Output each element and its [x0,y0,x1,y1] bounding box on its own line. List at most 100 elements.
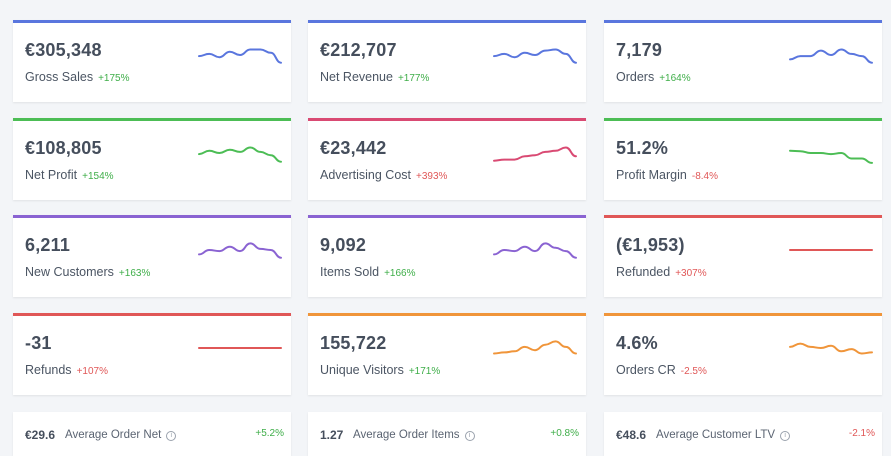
sparkline-chart [198,146,282,163]
kpi-value: €108,805 [25,138,102,158]
kpi-change: +177% [397,73,430,84]
kpi-value: €23,442 [320,138,387,158]
kpi-label: New Customers [25,265,114,279]
kpi-label-row: Orders CR -2.5% [616,363,707,377]
sparkline-chart [789,149,873,164]
kpi-label: Net Revenue [320,70,393,84]
sparkline-chart [493,48,577,64]
kpi-value: (€1,953) [616,235,685,255]
summary-value: €48.6 [616,428,647,442]
sparkline-path [198,242,282,259]
info-icon[interactable]: i [780,431,791,441]
info-icon[interactable]: i [166,431,177,441]
card-accent-bar [13,215,291,218]
summary-card-average-order-items[interactable]: 1.27 Average Order Items i +0.8% [308,412,586,456]
summary-change: +0.8% [550,428,579,439]
kpi-change: +154% [82,171,114,182]
kpi-label-row: Net Revenue +177% [320,70,429,84]
card-accent-bar [308,118,586,121]
card-accent-bar [604,20,882,23]
kpi-label-row: Advertising Cost +393% [320,168,447,182]
summary-label-row: Average Order Net i [65,429,177,441]
kpi-value: 9,092 [320,235,367,255]
kpi-change: +393% [416,171,448,182]
kpi-label-row: Items Sold +166% [320,265,415,279]
card-accent-bar [13,20,291,23]
kpi-label-row: Refunds +107% [25,363,108,377]
kpi-card-net-profit[interactable]: €108,805 Net Profit +154% [13,118,291,200]
sparkline-path [198,146,282,163]
kpi-card-profit-margin[interactable]: 51.2% Profit Margin -8.4% [604,118,882,200]
kpi-card-gross-sales[interactable]: €305,348 Gross Sales +175% [13,20,291,102]
kpi-change: -8.4% [691,171,718,182]
kpi-label: Unique Visitors [320,363,404,377]
kpi-label: Net Profit [25,168,78,182]
kpi-label-row: New Customers +163% [25,265,150,279]
kpi-card-orders[interactable]: 7,179 Orders +164% [604,20,882,102]
card-accent-bar [604,118,882,121]
sparkline-chart [198,48,282,64]
kpi-label-row: Net Profit +154% [25,168,114,182]
kpi-card-new-customers[interactable]: 6,211 New Customers +163% [13,215,291,297]
card-accent-bar [13,118,291,121]
kpi-change: +175% [98,73,130,84]
kpi-value: 7,179 [616,40,663,60]
kpi-value: €212,707 [320,40,397,60]
summary-card-average-customer-ltv[interactable]: €48.6 Average Customer LTV i -2.1% [604,412,882,456]
sparkline-chart [493,340,577,355]
summary-change: +5.2% [255,428,284,439]
kpi-card-items-sold[interactable]: 9,092 Items Sold +166% [308,215,586,297]
summary-change: -2.1% [848,428,875,439]
sparkline-path [493,48,577,64]
kpi-change: +307% [675,268,707,279]
summary-label-row: Average Customer LTV i [656,429,791,441]
kpi-label: Refunded [616,265,671,279]
kpi-card-refunds[interactable]: -31 Refunds +107% [13,313,291,395]
sparkline-chart [198,347,282,349]
sparkline-chart [789,249,873,251]
kpi-card-refunded[interactable]: (€1,953) Refunded +307% [604,215,882,297]
card-accent-bar [308,313,586,316]
sparkline-path [789,48,873,64]
kpi-label-row: Orders +164% [616,70,691,84]
kpi-change: -2.5% [680,366,707,377]
card-accent-bar [13,313,291,316]
kpi-value: 6,211 [25,235,71,255]
kpi-label-row: Refunded +307% [616,265,707,279]
kpi-label-row: Unique Visitors +171% [320,363,440,377]
kpi-label: Refunds [25,363,72,377]
sparkline-path [789,149,873,164]
kpi-label: Orders CR [616,363,676,377]
sparkline-path [493,146,577,162]
sparkline-path [789,342,873,355]
sparkline-path [493,242,577,259]
kpi-change: +164% [659,73,691,84]
summary-label: Average Customer LTV [656,429,776,441]
kpi-value: -31 [25,333,52,353]
kpi-label: Profit Margin [616,168,687,182]
card-accent-bar [604,313,882,316]
kpi-change: +107% [76,366,108,377]
kpi-value: 51.2% [616,138,669,158]
info-icon[interactable]: i [464,431,475,441]
kpi-card-unique-visitors[interactable]: 155,722 Unique Visitors +171% [308,313,586,395]
kpi-value: €305,348 [25,40,102,60]
kpi-card-net-revenue[interactable]: €212,707 Net Revenue +177% [308,20,586,102]
kpi-change: +166% [384,268,416,279]
kpi-card-advertising-cost[interactable]: €23,442 Advertising Cost +393% [308,118,586,200]
kpi-label: Advertising Cost [320,168,412,182]
summary-card-average-order-net[interactable]: €29.6 Average Order Net i +5.2% [13,412,291,456]
kpi-value: 4.6% [616,333,658,353]
summary-value: €29.6 [25,428,56,442]
sparkline-path [198,48,282,64]
summary-value: 1.27 [320,428,344,442]
kpi-label: Orders [616,70,655,84]
kpi-card-orders-cr[interactable]: 4.6% Orders CR -2.5% [604,313,882,395]
sparkline-chart [493,146,577,162]
kpi-label-row: Profit Margin -8.4% [616,168,718,182]
kpi-label: Gross Sales [25,70,94,84]
kpi-change: +163% [118,268,151,279]
summary-label: Average Order Items [353,429,460,441]
sparkline-chart [789,342,873,355]
summary-label-row: Average Order Items i [353,429,475,441]
